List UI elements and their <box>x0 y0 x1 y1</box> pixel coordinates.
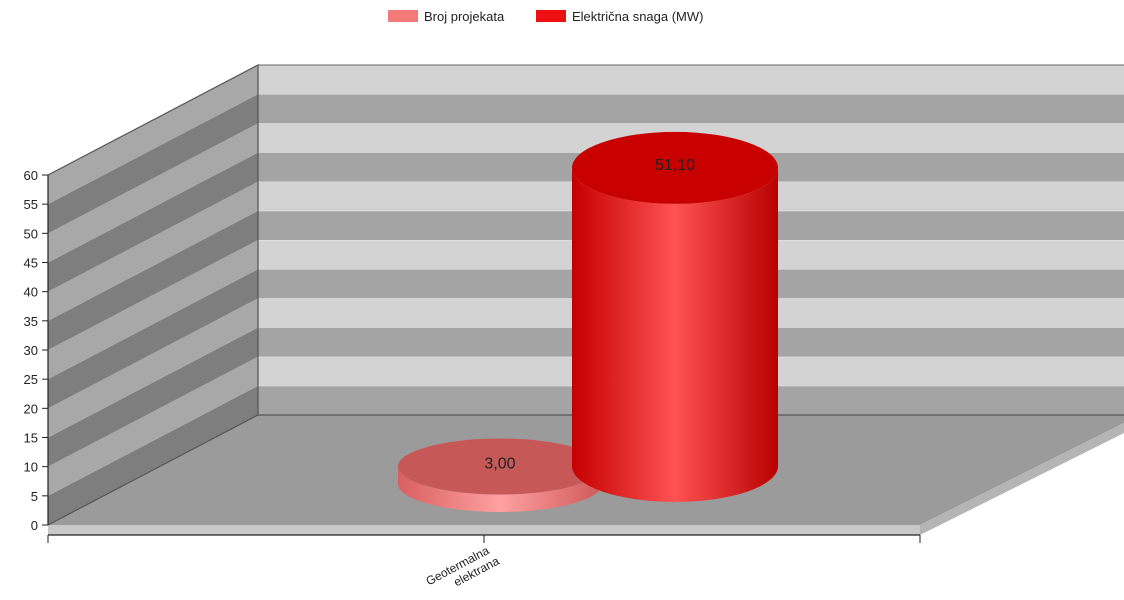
series-elektricna-snaga-bar <box>572 131 778 502</box>
legend-swatch-1 <box>536 10 566 22</box>
side-wall-band <box>48 269 258 409</box>
chart-axes: 0 5 10 15 20 25 30 35 40 45 50 55 60 <box>24 168 921 543</box>
floor-front-edge <box>48 525 920 535</box>
y-tick-label: 30 <box>24 343 38 358</box>
side-wall-band <box>48 385 258 525</box>
floor-right-edge <box>920 423 1124 535</box>
side-wall-band <box>48 123 258 263</box>
series-broj-projekata-body <box>398 466 602 512</box>
series-elektricna-snaga-body <box>572 167 778 502</box>
y-tick-label: 45 <box>24 256 38 271</box>
side-wall-band <box>48 181 258 321</box>
y-tick-label: 5 <box>31 489 38 504</box>
y-tick-label: 0 <box>31 518 38 533</box>
series-broj-projekata-bar <box>398 438 602 512</box>
back-wall-band <box>258 65 1124 95</box>
legend-label-1: Električna snaga (MW) <box>572 9 703 24</box>
legend-swatch-0 <box>388 10 418 22</box>
series-elektricna-snaga-top <box>572 131 778 204</box>
chart-legend: Broj projekata Električna snaga (MW) <box>388 9 703 24</box>
side-wall-band <box>48 298 258 438</box>
series-broj-projekata-value-label: 3,00 <box>484 456 515 473</box>
side-wall-band <box>48 94 258 234</box>
side-wall-band <box>48 210 258 350</box>
y-tick-label: 10 <box>24 460 38 475</box>
y-tick-label: 15 <box>24 431 38 446</box>
y-tick-label: 35 <box>24 314 38 329</box>
side-wall-band <box>48 327 258 467</box>
x-tick-label: Geotermalnaelektrana <box>424 541 502 595</box>
y-tick-label: 60 <box>24 168 38 183</box>
series-elektricna-snaga-value-label: 51,10 <box>655 157 695 174</box>
back-wall-band <box>258 94 1124 124</box>
y-tick-label: 55 <box>24 197 38 212</box>
side-wall-band <box>48 65 258 205</box>
side-wall-band <box>48 152 258 292</box>
y-tick-label: 20 <box>24 401 38 416</box>
side-wall-band <box>48 356 258 496</box>
side-wall-band <box>48 240 258 380</box>
legend-label-0: Broj projekata <box>424 9 505 24</box>
series-broj-projekata-top <box>398 438 602 495</box>
y-tick-label: 25 <box>24 372 38 387</box>
y-tick-label: 50 <box>24 226 38 241</box>
floor-outline <box>47 414 259 526</box>
y-tick-label: 40 <box>24 285 38 300</box>
chart-marks <box>398 131 778 512</box>
